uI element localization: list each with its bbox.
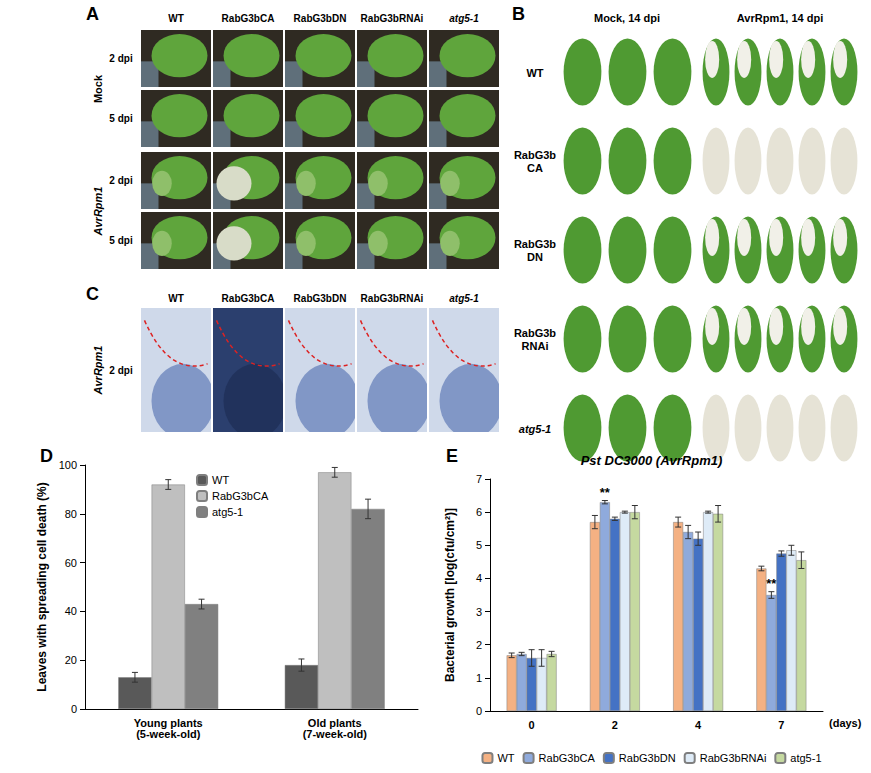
html-text:WT: WT [168,292,184,304]
html-text:E: E [446,446,458,466]
svg-text:0: 0 [476,705,482,717]
svg-text:WT: WT [212,474,229,486]
svg-text:Leaves with spreading cell dea: Leaves with spreading cell death (%) [35,482,49,691]
svg-text:Bacterial growth [log(cfu/cm²): Bacterial growth [log(cfu/cm²)] [443,508,457,682]
svg-text:0: 0 [529,719,535,731]
html-text:Mock: Mock [92,74,104,104]
svg-text:1: 1 [476,672,482,684]
html-text:B: B [512,4,525,24]
html-text:RabG3b RNAi: RabG3b RNAi [513,327,557,353]
svg-text:60: 60 [65,557,77,569]
html-text:A: A [86,4,99,24]
html-text:RabG3bRNAi: RabG3bRNAi [360,292,424,304]
html-text:AvrRpm1, 14 dpi: AvrRpm1, 14 dpi [736,12,824,24]
html-text:2 dpi: 2 dpi [109,174,133,186]
svg-text:atg5-1: atg5-1 [212,506,243,518]
svg-text:6: 6 [476,506,482,518]
html-text:5 dpi: 5 dpi [109,234,133,246]
html-text:RabG3bCA: RabG3bCA [221,292,275,304]
svg-text:0: 0 [71,703,77,715]
svg-text:RabG3bCA: RabG3bCA [539,752,596,764]
svg-text:2: 2 [612,719,618,731]
svg-text:5: 5 [476,539,482,551]
html-text:RabG3b CA: RabG3b CA [513,149,557,175]
svg-text:**: ** [766,576,777,591]
html-text:atg5-1: atg5-1 [518,422,552,435]
svg-text:3: 3 [476,606,482,618]
html-text:atg5-1: atg5-1 [449,292,479,304]
html-text:RabG3bCA: RabG3bCA [221,12,275,24]
svg-text:20: 20 [65,654,77,666]
html-text:5 dpi: 5 dpi [109,112,133,124]
svg-text:RabG3bRNAi: RabG3bRNAi [700,752,767,764]
html-text:RabG3bDN: RabG3bDN [293,292,347,304]
svg-text:40: 40 [65,605,77,617]
svg-text:Old plants: Old plants [307,716,362,729]
svg-text:7: 7 [778,719,784,731]
html-text:RabG3bDN: RabG3bDN [293,12,347,24]
svg-text:4: 4 [695,719,702,731]
svg-text:7: 7 [476,473,482,485]
svg-text:2: 2 [476,639,482,651]
html-text:WT: WT [526,66,544,79]
html-text:atg5-1: atg5-1 [449,12,479,24]
svg-text:(days): (days) [829,717,862,729]
svg-text:WT: WT [497,752,514,764]
html-text:Mock, 14 dpi: Mock, 14 dpi [594,12,660,24]
svg-text:RabG3bDN: RabG3bDN [619,752,676,764]
svg-text:**: ** [600,485,611,500]
html-text:AvrRpm1: AvrRpm1 [92,345,104,395]
svg-text:4: 4 [476,572,482,584]
svg-text:Young plants: Young plants [133,716,203,729]
svg-text:RabG3bCA: RabG3bCA [212,490,269,502]
html-text:2 dpi: 2 dpi [109,52,133,64]
html-text:2 dpi: 2 dpi [109,364,133,376]
svg-text:atg5-1: atg5-1 [790,752,821,764]
svg-text:80: 80 [65,508,77,520]
html-text:C: C [86,284,99,304]
html-text:RabG3bRNAi: RabG3bRNAi [360,12,424,24]
html-text:RabG3b DN: RabG3b DN [513,238,557,264]
svg-text:100: 100 [59,459,77,471]
svg-text:(5-week-old): (5-week-old) [136,728,201,740]
html-text:D: D [40,446,53,466]
html-text:AvrRpm1: AvrRpm1 [92,186,104,236]
svg-text:Pst DC3000 (AvrRpm1): Pst DC3000 (AvrRpm1) [581,453,723,468]
html-text:WT: WT [168,12,184,24]
svg-text:(7-week-old): (7-week-old) [303,728,368,740]
